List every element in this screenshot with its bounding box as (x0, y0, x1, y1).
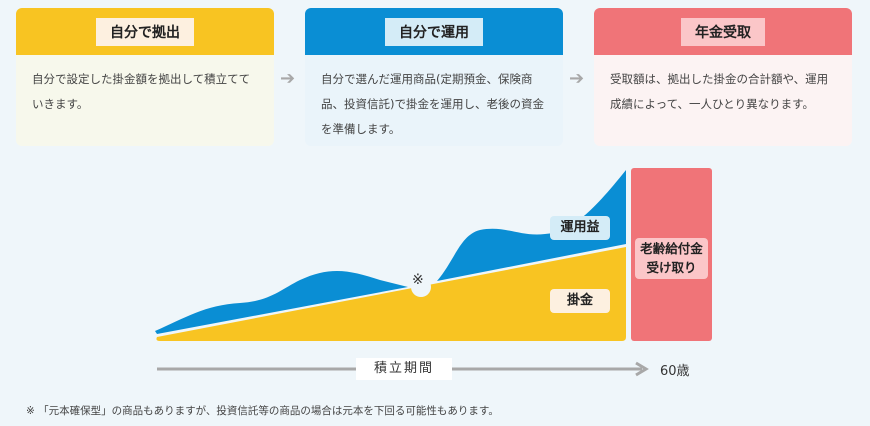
gain-area-1 (155, 270, 408, 334)
note-mark: ※ (412, 272, 424, 288)
step-card-invest: 自分で運用 自分で選んだ運用商品(定期預金、保険商品、投資信託)で掛金を運用し、… (305, 8, 563, 146)
step-card-contribute: 自分で拠出 自分で設定した掛金額を拠出して積立てていきます。 (16, 8, 274, 146)
step-text: 自分で選んだ運用商品(定期預金、保険商品、投資信託)で掛金を運用し、老後の資金を… (305, 55, 563, 146)
step-text: 自分で設定した掛金額を拠出して積立てていきます。 (16, 55, 274, 146)
payout-line: 受け取り (646, 260, 697, 275)
arrow-right-icon: ➔ (569, 68, 585, 89)
contribution-label: 掛金 (550, 289, 610, 313)
step-title: 自分で拠出 (96, 17, 194, 46)
payout-line: 老齢給付金 (640, 241, 703, 256)
age-label: 60歳 (660, 364, 690, 379)
axis-arrowhead (635, 361, 649, 377)
footnote: ※ 「元本確保型」の商品もありますが、投資信託等の商品の場合は元本を下回る可能性… (26, 405, 499, 417)
step-title: 自分で運用 (385, 17, 483, 46)
step-card-receive: 年金受取 受取額は、拠出した掛金の合計額や、運用成績によって、一人ひとり異なりま… (594, 8, 852, 146)
gain-label: 運用益 (550, 216, 610, 240)
note-gap (411, 277, 431, 297)
contribution-area (156, 247, 626, 341)
step-text: 受取額は、拠出した掛金の合計額や、運用成績によって、一人ひとり異なります。 (594, 55, 852, 146)
period-label: 積立期間 (356, 358, 452, 380)
payout-label: 老齢給付金 受け取り (635, 238, 708, 279)
step-title: 年金受取 (681, 17, 765, 46)
arrow-right-icon: ➔ (280, 68, 296, 89)
gain-area-2 (437, 170, 626, 281)
